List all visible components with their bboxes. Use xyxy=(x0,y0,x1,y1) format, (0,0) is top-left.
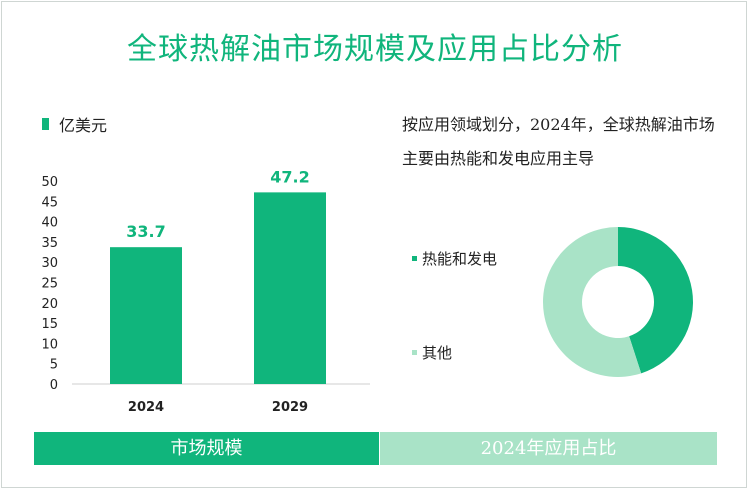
y-tick-label: 5 xyxy=(50,358,58,373)
y-tick-label: 40 xyxy=(41,216,58,231)
legend-label-heat-power: 热能和发电 xyxy=(422,250,498,268)
bar xyxy=(254,192,326,384)
page-title: 全球热解油市场规模及应用占比分析 xyxy=(127,32,623,67)
y-tick-label: 20 xyxy=(41,297,58,312)
y-tick-label: 25 xyxy=(41,277,58,292)
legend-label-other: 其他 xyxy=(422,344,453,362)
bar-value-label: 33.7 xyxy=(126,222,165,241)
y-tick-label: 30 xyxy=(41,256,58,271)
bar xyxy=(110,247,182,384)
unit-legend: 亿美元 xyxy=(42,112,107,136)
unit-legend-swatch xyxy=(42,118,49,130)
legend-swatch-other xyxy=(412,350,417,355)
footer-application-share: 2024年应用占比 xyxy=(380,432,717,465)
description-text: 按应用领域划分，2024年，全球热解油市场主要由热能和发电应用主导 xyxy=(402,115,715,168)
y-tick-label: 45 xyxy=(41,195,58,210)
footer-market-size: 市场规模 xyxy=(34,432,379,465)
legend-item-other: 其他 xyxy=(412,342,452,363)
x-tick-label: 2024 xyxy=(128,400,164,415)
y-tick-label: 50 xyxy=(41,175,58,190)
legend-item-heat-power: 热能和发电 xyxy=(412,248,497,269)
bar-value-label: 47.2 xyxy=(270,167,309,186)
unit-label: 亿美元 xyxy=(59,116,108,135)
y-tick-label: 0 xyxy=(50,378,58,393)
y-tick-label: 10 xyxy=(41,337,58,352)
legend-swatch-heat-power xyxy=(412,256,417,261)
y-tick-label: 15 xyxy=(41,317,58,332)
x-tick-label: 2029 xyxy=(272,400,308,415)
y-tick-label: 35 xyxy=(41,236,58,251)
